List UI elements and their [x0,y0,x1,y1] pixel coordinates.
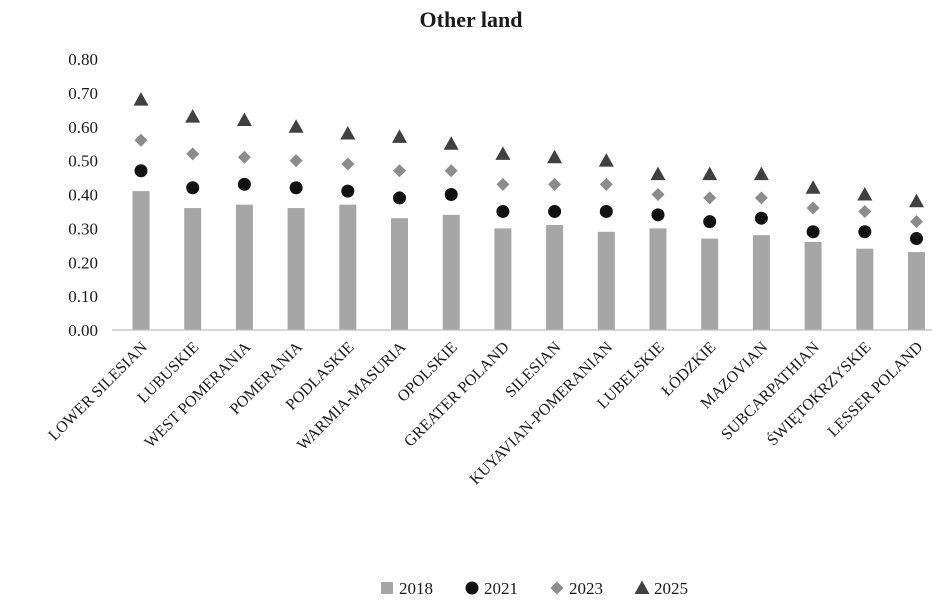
point-2023 [341,157,355,171]
point-2021 [496,204,510,218]
point-2025 [392,129,407,143]
point-2023 [186,147,200,161]
point-2021 [599,204,613,218]
category-label: GREATER POLAND [401,339,513,451]
category-label: SUBCARPATHIAN [718,338,823,443]
bar-2018 [597,231,615,330]
chart-title: Other land [420,7,523,32]
legend-label: 2021 [484,579,518,598]
legend-label: 2025 [654,579,688,598]
legend-swatch [550,581,564,595]
point-2023 [806,201,820,215]
point-2023 [444,164,458,178]
point-2021 [444,188,458,201]
bar-2018 [546,224,564,330]
y-tick-label: 0.00 [68,321,98,340]
bar-2018 [391,218,408,330]
point-2023 [703,191,717,205]
bar-2018 [339,204,357,330]
y-tick-label: 0.50 [68,152,98,171]
point-2025 [753,166,769,181]
y-axis: 0.00 0.10 0.20 0.30 0.40 0.50 0.60 0.70 0.80 [68,50,98,340]
point-2025 [909,193,924,208]
bar-2018 [701,238,719,330]
point-2023 [754,191,768,205]
point-2025 [133,92,149,106]
point-2021 [858,225,872,239]
point-2025 [495,146,511,160]
legend-item-2018: 2018 [381,579,433,598]
category-label: LOWER SILESIAN [45,338,151,444]
bar-2018 [132,191,150,330]
bar-2018 [649,228,667,330]
point-2023 [289,154,303,168]
point-2023 [599,177,613,191]
bar-2018 [184,208,202,330]
point-2023 [393,164,406,178]
point-2021 [186,181,200,195]
point-2021 [910,232,923,246]
bar-2018 [494,228,512,330]
y-tick-label: 0.20 [68,253,98,272]
point-2025 [340,126,356,140]
bar-2018 [856,248,874,330]
legend-swatch [634,580,650,594]
point-2021 [548,204,562,218]
point-2023 [910,215,923,229]
legend-item-2023: 2023 [550,579,603,598]
y-tick-label: 0.80 [68,50,98,69]
y-tick-label: 0.10 [68,287,98,306]
legend-swatch [381,582,393,594]
point-2025 [702,166,718,181]
point-2021 [289,181,303,195]
legend-label: 2018 [399,579,433,598]
point-2021 [703,215,717,229]
point-2025 [857,187,873,201]
point-2025 [598,153,614,167]
y-tick-label: 0.40 [68,186,98,205]
bar-2018 [287,208,305,330]
point-2021 [341,184,355,198]
point-2025 [547,149,563,164]
point-2025 [443,136,459,150]
point-2023 [858,204,872,218]
category-label: LESSER POLAND [825,339,927,441]
y-tick-label: 0.60 [68,118,98,137]
y-tick-label: 0.30 [68,219,98,238]
point-2023 [548,177,562,191]
point-2021 [237,177,251,191]
legend: 2018 2021 2023 2025 [381,579,688,598]
point-2021 [754,211,768,225]
y-tick-label: 0.70 [68,84,98,103]
point-2023 [651,188,665,201]
point-2023 [237,150,251,164]
point-2025 [650,166,666,181]
legend-label: 2023 [569,579,603,598]
legend-item-2021: 2021 [465,579,518,598]
point-2023 [496,177,510,191]
point-2025 [288,119,304,133]
bar-2018 [752,235,770,330]
point-2025 [185,109,201,123]
point-2023 [134,133,148,147]
bar-2018 [442,214,460,330]
point-2021 [806,225,820,239]
point-2021 [651,208,665,222]
bar-series-2018 [132,191,925,330]
point-2021 [134,164,148,178]
marker-series [133,92,924,246]
bar-2018 [908,252,925,330]
bar-2018 [804,241,822,330]
legend-item-2025: 2025 [634,579,688,598]
point-2021 [393,191,406,205]
legend-swatch [465,581,479,595]
point-2025 [805,180,821,194]
bar-2018 [235,204,253,330]
point-2025 [236,112,252,126]
